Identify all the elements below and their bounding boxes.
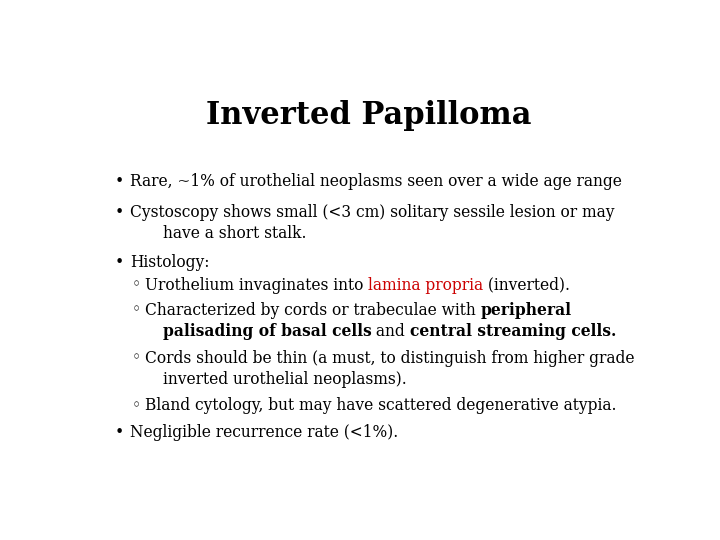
Text: peripheral: peripheral — [480, 302, 572, 319]
Text: Cords should be thin (a must, to distinguish from higher grade: Cords should be thin (a must, to disting… — [145, 349, 634, 367]
Text: ◦: ◦ — [132, 397, 141, 414]
Text: inverted urothelial neoplasms).: inverted urothelial neoplasms). — [163, 371, 406, 388]
Text: (inverted).: (inverted). — [483, 277, 570, 294]
Text: •: • — [115, 173, 125, 190]
Text: Rare, ~1% of urothelial neoplasms seen over a wide age range: Rare, ~1% of urothelial neoplasms seen o… — [130, 173, 622, 190]
Text: ◦: ◦ — [132, 302, 141, 319]
Text: Characterized by cords or trabeculae with: Characterized by cords or trabeculae wit… — [145, 302, 480, 319]
Text: Urothelium invaginates into: Urothelium invaginates into — [145, 277, 368, 294]
Text: •: • — [115, 204, 125, 221]
Text: •: • — [115, 254, 125, 271]
Text: central streaming cells.: central streaming cells. — [410, 323, 616, 340]
Text: Cystoscopy shows small (<3 cm) solitary sessile lesion or may: Cystoscopy shows small (<3 cm) solitary … — [130, 204, 615, 221]
Text: Bland cytology, but may have scattered degenerative atypia.: Bland cytology, but may have scattered d… — [145, 397, 616, 414]
Text: Inverted Papilloma: Inverted Papilloma — [206, 100, 532, 131]
Text: Histology:: Histology: — [130, 254, 210, 271]
Text: •: • — [115, 424, 125, 442]
Text: ◦: ◦ — [132, 349, 141, 367]
Text: have a short stalk.: have a short stalk. — [163, 225, 306, 242]
Text: and: and — [372, 323, 410, 340]
Text: ◦: ◦ — [132, 277, 141, 294]
Text: palisading of basal cells: palisading of basal cells — [163, 323, 372, 340]
Text: lamina propria: lamina propria — [368, 277, 483, 294]
Text: Negligible recurrence rate (<1%).: Negligible recurrence rate (<1%). — [130, 424, 398, 442]
